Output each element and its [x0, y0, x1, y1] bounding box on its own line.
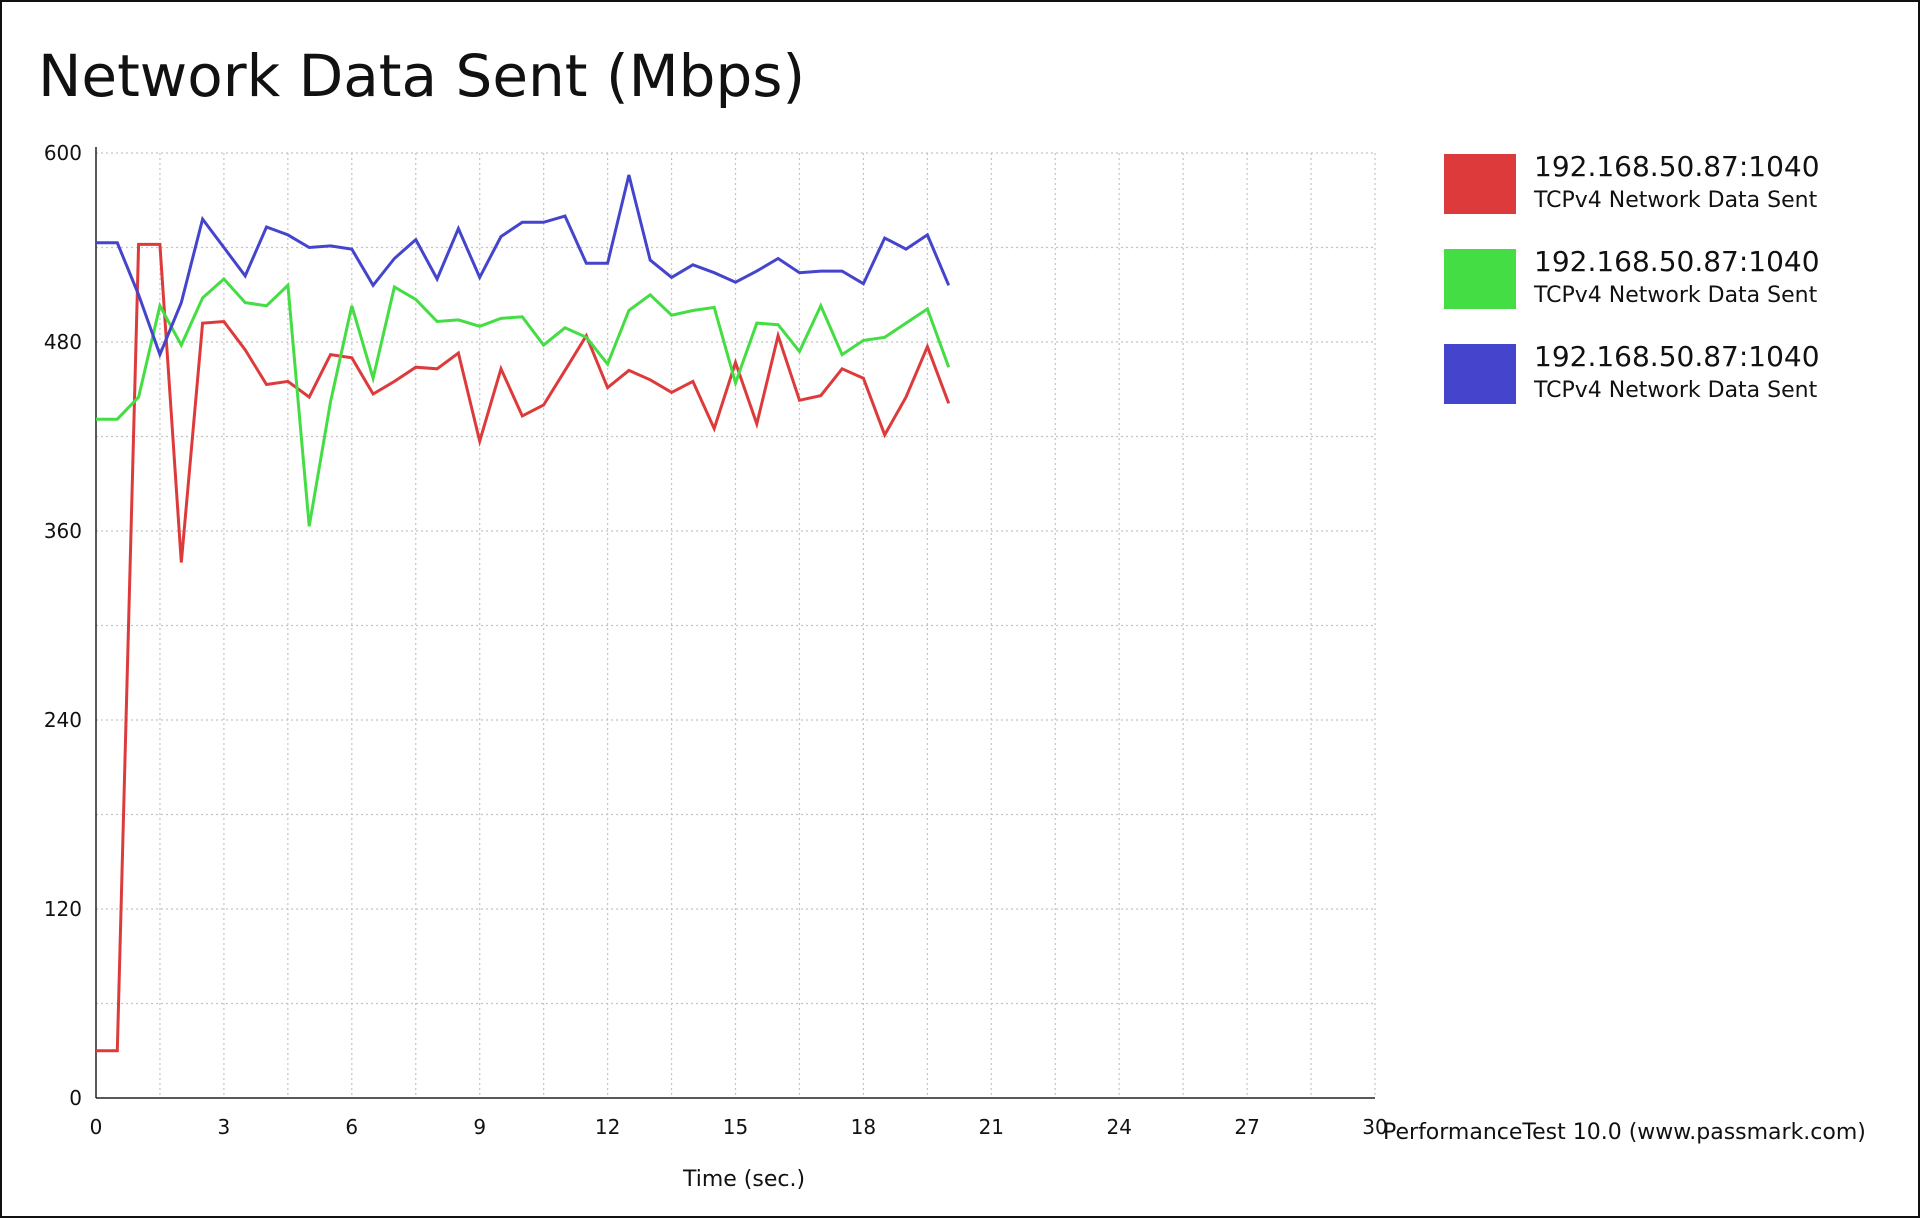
series-line-2	[96, 276, 951, 527]
legend-series-name: 192.168.50.87:1040	[1534, 150, 1820, 183]
grid	[96, 152, 1376, 1098]
x-tick-label: 12	[595, 1115, 620, 1139]
x-tick-label: 9	[473, 1115, 486, 1139]
y-tick-label: 480	[44, 330, 82, 354]
credit-text: PerformanceTest 10.0 (www.passmark.com)	[1383, 1120, 1866, 1145]
y-tick-label: 0	[69, 1086, 82, 1110]
legend-series-desc: TCPv4 Network Data Sent	[1534, 283, 1818, 308]
y-tick-label: 240	[44, 708, 82, 732]
axes	[95, 147, 1375, 1099]
x-tick-label: 6	[345, 1115, 358, 1139]
legend-series-desc: TCPv4 Network Data Sent	[1534, 378, 1818, 403]
legend-series-name: 192.168.50.87:1040	[1534, 340, 1820, 373]
legend-swatch	[1444, 154, 1516, 214]
tick-labels: 0 3 6 9 12 15 18 21 24 27 30 0 120 240 360 480 600	[44, 141, 1388, 1139]
y-tick-label: 600	[44, 141, 82, 165]
x-axis-label: Time (sec.)	[682, 1167, 805, 1192]
x-tick-label: 21	[979, 1115, 1004, 1139]
x-tick-label: 30	[1362, 1115, 1387, 1139]
legend-series-name: 192.168.50.87:1040	[1534, 245, 1820, 278]
x-tick-label: 24	[1106, 1115, 1131, 1139]
series-lines	[96, 174, 951, 1053]
x-tick-label: 3	[218, 1115, 231, 1139]
chart-title: Network Data Sent (Mbps)	[38, 42, 806, 110]
series-line-1	[96, 242, 951, 1053]
y-tick-label: 360	[44, 519, 82, 543]
series-line-3	[96, 174, 951, 359]
x-tick-label: 27	[1234, 1115, 1259, 1139]
legend-series-desc: TCPv4 Network Data Sent	[1534, 188, 1818, 213]
x-tick-label: 18	[851, 1115, 876, 1139]
legend-swatch	[1444, 344, 1516, 404]
x-tick-label: 15	[723, 1115, 748, 1139]
x-tick-label: 0	[90, 1115, 103, 1139]
legend-swatch	[1444, 249, 1516, 309]
y-tick-label: 120	[44, 897, 82, 921]
